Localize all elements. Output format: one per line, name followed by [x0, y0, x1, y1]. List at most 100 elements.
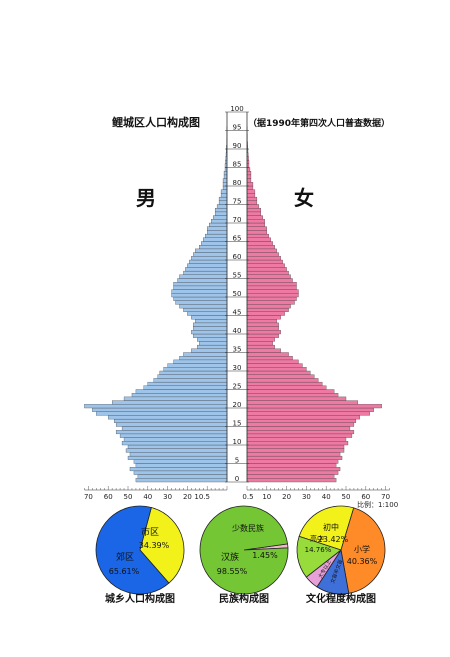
male-bar-age-45 — [187, 311, 228, 316]
female-bar-age-78 — [246, 189, 256, 194]
female-bar-age-30 — [246, 367, 307, 372]
female-bar-age-8 — [246, 448, 345, 453]
female-bar-age-11 — [246, 437, 347, 442]
primary-value-label: 40.36% — [347, 557, 378, 566]
male-bar-age-28 — [157, 374, 228, 379]
male-bar-age-10 — [121, 441, 228, 446]
female-bar-age-35 — [246, 348, 281, 353]
male-bar-age-73 — [214, 208, 228, 213]
female-bar-age-82 — [246, 174, 252, 179]
male-bar-age-2 — [133, 470, 228, 475]
male-bar-age-30 — [163, 367, 228, 372]
male-bar-age-38 — [197, 337, 228, 342]
male-bar-age-31 — [167, 363, 228, 368]
female-bar-age-51 — [246, 289, 299, 294]
minority-label: 少数民族 — [232, 523, 264, 533]
male-bar-age-36 — [197, 344, 228, 349]
male-bar-age-60 — [191, 256, 228, 261]
female-bar-age-59 — [246, 259, 283, 264]
age-tick-label-50: 50 — [233, 290, 242, 298]
female-bar-age-69 — [246, 222, 265, 227]
male-axis-tick-label-30: 30 — [163, 493, 172, 501]
male-bar-age-44 — [191, 315, 228, 320]
senior-slice — [296, 535, 342, 578]
female-bar-age-72 — [246, 211, 262, 216]
pyramid-axes: 0 5 10 15 20 25 30 35 40 45 50 55 60 65 70 75 80 85 90 95 10… — [84, 105, 390, 501]
female-bar-age-60 — [246, 256, 281, 261]
male-bar-age-25 — [143, 385, 228, 390]
age-tick-label-45: 45 — [233, 309, 242, 317]
female-bar-age-63 — [246, 245, 275, 250]
urban-rural-pie-title: 城乡人口构成图 — [105, 592, 175, 605]
urban-label: 市区 — [141, 526, 159, 538]
male-bar-age-51 — [171, 289, 228, 294]
female-bar-age-5 — [246, 459, 339, 464]
female-bar-age-29 — [246, 370, 311, 375]
male-bar-age-37 — [199, 341, 228, 346]
primary-slice — [340, 507, 386, 594]
female-bar-age-21 — [246, 400, 359, 405]
male-axis-tick-label-70: 70 — [84, 493, 93, 501]
female-bar-age-10 — [246, 441, 349, 446]
male-bar-age-50 — [171, 293, 228, 298]
male-bar-age-7 — [129, 452, 228, 457]
urban-slice — [139, 507, 185, 584]
male-bar-age-17 — [108, 415, 228, 420]
pyramid-title: 鲤城区人口构成图 — [111, 115, 200, 129]
female-bar-age-75 — [246, 200, 258, 205]
male-bar-age-81 — [222, 178, 228, 183]
female-bar-age-84 — [246, 167, 251, 172]
female-bar-age-73 — [246, 208, 262, 213]
male-axis-tick-label-50: 50 — [124, 493, 133, 501]
male-bar-age-9 — [127, 444, 228, 449]
female-bar-age-53 — [246, 282, 297, 287]
female-bar-age-19 — [246, 407, 374, 412]
female-bar-age-7 — [246, 452, 341, 457]
female-bar-age-77 — [246, 193, 256, 198]
senior-label: 高中 — [310, 534, 324, 543]
male-bar-age-62 — [195, 248, 228, 253]
age-tick-label-15: 15 — [233, 420, 242, 428]
ethnicity-pie-slices — [199, 505, 289, 595]
male-bar-age-3 — [129, 467, 228, 472]
age-tick-label-85: 85 — [233, 161, 242, 169]
female-axis-tick-label-60: 60 — [361, 493, 370, 501]
male-bar-age-80 — [222, 182, 228, 187]
age-tick-label-40: 40 — [233, 327, 242, 335]
female-bar-age-79 — [246, 185, 254, 190]
male-bar-age-48 — [175, 300, 228, 305]
male-bar-age-34 — [183, 352, 228, 357]
male-bar-age-41 — [193, 326, 228, 331]
female-bar-age-6 — [246, 455, 343, 460]
male-bar-age-21 — [112, 400, 228, 405]
rural-label: 郊区 — [116, 551, 134, 563]
male-bar-age-53 — [173, 282, 228, 287]
male-bar-age-13 — [115, 430, 228, 435]
female-axis-tick-label-40: 40 — [322, 493, 331, 501]
male-bar-age-0 — [135, 478, 228, 483]
female-bar-age-9 — [246, 444, 345, 449]
female-bar-age-43 — [246, 319, 277, 324]
age-tick-label-100: 100 — [230, 105, 243, 113]
age-tick-label-80: 80 — [233, 179, 242, 187]
female-axis-tick-label-20: 20 — [282, 493, 291, 501]
female-bar-age-71 — [246, 215, 263, 220]
male-bar-age-14 — [121, 426, 228, 431]
male-bar-age-29 — [159, 370, 228, 375]
male-bar-age-42 — [193, 322, 228, 327]
male-bar-age-15 — [115, 422, 228, 427]
female-bar-age-22 — [246, 396, 347, 401]
female-label: 女 — [294, 186, 314, 210]
male-bar-age-4 — [135, 463, 228, 468]
female-axis-tick-label-10: 10 — [262, 493, 271, 501]
male-axis-tick-label-10.5: 10.5 — [194, 493, 210, 501]
junior-slice — [298, 505, 355, 551]
female-axis-tick-label-50: 50 — [342, 493, 351, 501]
male-bar-age-40 — [191, 330, 228, 335]
male-bar-age-59 — [189, 259, 228, 264]
male-bar-age-54 — [177, 278, 228, 283]
age-tick-label-65: 65 — [233, 235, 242, 243]
male-bar-age-52 — [173, 285, 228, 290]
male-bar-age-72 — [214, 211, 228, 216]
